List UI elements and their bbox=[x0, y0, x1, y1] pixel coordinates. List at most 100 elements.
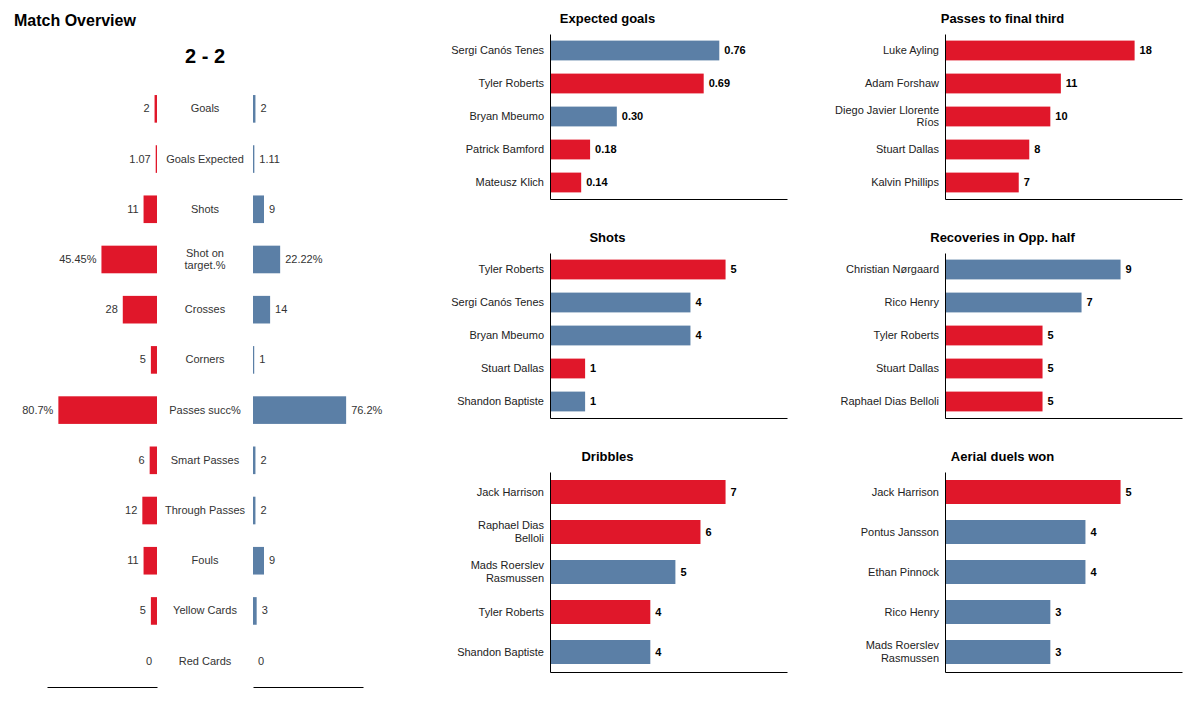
tick-label: Shandon Baptiste bbox=[457, 395, 544, 407]
category-label: Crosses bbox=[185, 303, 226, 315]
category-label: Goals bbox=[191, 102, 220, 114]
tick: Raphael DiasBelloli bbox=[478, 519, 545, 543]
bar-panel: Aerial duels won54433Jack HarrisonPontus… bbox=[861, 449, 1183, 673]
text-line: Mads Roerslev bbox=[866, 639, 940, 651]
data-label: 5 bbox=[1048, 362, 1054, 374]
text-line: Raphael Dias Belloli bbox=[841, 395, 939, 407]
bars bbox=[550, 41, 719, 193]
data-label: 0.30 bbox=[622, 110, 643, 122]
data-labels: 76544 bbox=[655, 486, 736, 658]
tick: Tyler Roberts bbox=[874, 329, 940, 341]
data-label: 4 bbox=[695, 296, 702, 308]
tick-label: Raphael DiasBelloli bbox=[478, 519, 545, 543]
chart-title: Match Overview bbox=[14, 12, 136, 29]
bar bbox=[550, 41, 719, 61]
tick-label: Tyler Roberts bbox=[479, 606, 545, 618]
text-line: Rasmussen bbox=[881, 652, 939, 664]
data-label: 1 bbox=[590, 362, 596, 374]
panel-title: Shots bbox=[589, 230, 625, 245]
text-line: Mateusz Klich bbox=[476, 176, 544, 188]
bar bbox=[550, 392, 585, 412]
data-label: 9 bbox=[1126, 263, 1132, 275]
data-label: 80.7% bbox=[22, 404, 53, 416]
data-label: 45.45% bbox=[59, 253, 97, 265]
text-line: Tyler Roberts bbox=[479, 77, 545, 89]
bar bbox=[945, 640, 1050, 664]
data-label: 76.2% bbox=[351, 404, 382, 416]
bars bbox=[58, 95, 346, 625]
data-label: 9 bbox=[269, 203, 275, 215]
data-label: 4 bbox=[1090, 566, 1097, 578]
tick: Stuart Dallas bbox=[481, 362, 544, 374]
data-label: 14 bbox=[275, 303, 287, 315]
tick: Bryan Mbeumo bbox=[469, 329, 544, 341]
data-label: 8 bbox=[1034, 143, 1040, 155]
bars bbox=[550, 260, 726, 412]
tick: Sergi Canós Tenes bbox=[451, 44, 544, 56]
bar bbox=[253, 447, 255, 475]
bars bbox=[945, 41, 1135, 193]
data-label: 6 bbox=[139, 454, 145, 466]
tick-label: Tyler Roberts bbox=[874, 329, 940, 341]
category-label: Smart Passes bbox=[171, 454, 240, 466]
data-label: 2 bbox=[260, 102, 266, 114]
data-label: 3 bbox=[1055, 606, 1061, 618]
tick-label: Stuart Dallas bbox=[481, 362, 544, 374]
data-label: 5 bbox=[140, 604, 146, 616]
tick-label: Bryan Mbeumo bbox=[469, 329, 544, 341]
text-line: Through Passes bbox=[165, 504, 246, 516]
bar bbox=[150, 447, 157, 475]
data-labels: 18111087 bbox=[1024, 44, 1152, 188]
tick-label: Mads RoerslevRasmussen bbox=[866, 639, 940, 663]
data-label: 5 bbox=[140, 353, 146, 365]
data-label: 4 bbox=[695, 329, 702, 341]
text-line: Yellow Cards bbox=[173, 604, 237, 616]
text-line: Stuart Dallas bbox=[481, 362, 544, 374]
data-label: 6 bbox=[705, 526, 711, 538]
data-label: 7 bbox=[1087, 296, 1093, 308]
x-axis bbox=[551, 199, 788, 200]
tick-label: Rico Henry bbox=[885, 606, 940, 618]
data-label: 0 bbox=[146, 655, 152, 667]
data-label: 5 bbox=[680, 566, 686, 578]
bar bbox=[945, 326, 1043, 346]
axis-line bbox=[946, 672, 1183, 673]
tick: Mads RoerslevRasmussen bbox=[866, 639, 940, 663]
bar bbox=[945, 140, 1029, 160]
bar-panel: Dribbles76544Jack HarrisonRaphael DiasBe… bbox=[457, 449, 787, 673]
tick-label: Mateusz Klich bbox=[476, 176, 544, 188]
tick: Jack Harrison bbox=[477, 486, 544, 498]
text-line: Christian Nørgaard bbox=[846, 263, 939, 275]
bar bbox=[142, 497, 157, 525]
tick-label: Tyler Roberts bbox=[479, 263, 545, 275]
chart-root: Match Overview2 - 2GoalsGoals ExpectedSh… bbox=[0, 0, 1200, 705]
axis-line bbox=[945, 35, 946, 200]
tick-label: Kalvin Phillips bbox=[871, 176, 939, 188]
tick-label: Rico Henry bbox=[885, 296, 940, 308]
tick: Christian Nørgaard bbox=[846, 263, 939, 275]
bar bbox=[550, 560, 675, 584]
bar bbox=[550, 293, 690, 313]
bar bbox=[945, 107, 1050, 127]
bar bbox=[58, 396, 157, 424]
tick: Bryan Mbeumo bbox=[469, 110, 544, 122]
tick-label: Ethan Pinnock bbox=[868, 566, 939, 578]
category-label: Yellow Cards bbox=[173, 604, 237, 616]
axis-line bbox=[945, 473, 946, 673]
category-label: Shot ontarget.% bbox=[185, 247, 226, 271]
data-label: 1.07 bbox=[129, 153, 150, 165]
bar bbox=[253, 497, 255, 525]
text-line: Luke Ayling bbox=[883, 44, 939, 56]
tick-label: Bryan Mbeumo bbox=[469, 110, 544, 122]
y-axis: Luke AylingAdam ForshawDiego Javier Llor… bbox=[835, 35, 945, 200]
data-label: 7 bbox=[1024, 176, 1030, 188]
tick: Rico Henry bbox=[885, 606, 940, 618]
data-label: 2 bbox=[260, 504, 266, 516]
data-label: 22.22% bbox=[285, 253, 323, 265]
text-line: Jack Harrison bbox=[477, 486, 544, 498]
bar bbox=[156, 145, 157, 173]
bar bbox=[550, 260, 726, 280]
data-label: 3 bbox=[1055, 646, 1061, 658]
tick: Jack Harrison bbox=[872, 486, 939, 498]
axis-line bbox=[551, 418, 788, 419]
